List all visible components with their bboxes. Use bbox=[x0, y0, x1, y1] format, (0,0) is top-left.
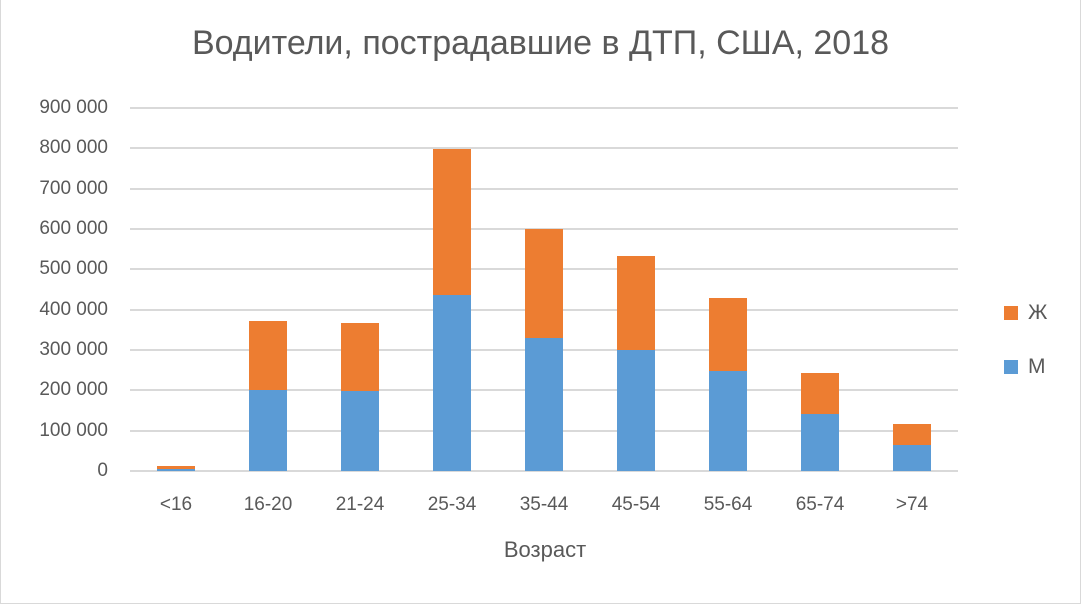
gridline bbox=[130, 147, 958, 150]
y-tick-label: 300 000 bbox=[39, 339, 108, 360]
legend-label: Ж bbox=[1028, 301, 1048, 324]
x-tick-label: 21-24 bbox=[335, 494, 385, 515]
legend-item: Ж bbox=[1004, 298, 1047, 328]
bar-segment-female bbox=[525, 229, 563, 338]
x-tick-label: 55-64 bbox=[703, 494, 753, 515]
bar-segment-female bbox=[617, 256, 655, 350]
y-tick-label: 900 000 bbox=[39, 97, 108, 118]
bar-segment-male bbox=[157, 468, 195, 471]
bar-segment-male bbox=[617, 349, 655, 471]
y-tick-label: 100 000 bbox=[39, 419, 108, 441]
chart-title: Водители, пострадавшие в ДТП, США, 2018 bbox=[191, 24, 890, 62]
legend-swatch-icon bbox=[1004, 360, 1018, 374]
legend-swatch-icon bbox=[1004, 306, 1018, 320]
gridline bbox=[130, 470, 958, 472]
bar-<16 bbox=[157, 466, 195, 471]
y-tick-label: 500 000 bbox=[39, 258, 108, 280]
bar-35-44 bbox=[525, 229, 563, 471]
bar->74 bbox=[893, 423, 931, 471]
bar-segment-female bbox=[433, 149, 471, 296]
legend-item: М bbox=[1004, 352, 1047, 382]
bar-16-20 bbox=[249, 320, 287, 471]
y-tick-label: 400 000 bbox=[39, 298, 108, 320]
bar-segment-male bbox=[525, 337, 563, 471]
y-tick-label: 0 bbox=[97, 460, 108, 481]
bar-segment-male bbox=[893, 444, 931, 471]
x-tick-label: 65-74 bbox=[795, 494, 845, 515]
bar-segment-female bbox=[341, 322, 379, 392]
bar-segment-female bbox=[709, 297, 747, 371]
y-tick-label: 800 000 bbox=[39, 137, 108, 159]
x-tick-label: 25-34 bbox=[427, 494, 477, 515]
bar-segment-male bbox=[433, 295, 471, 471]
bar-segment-female bbox=[249, 320, 287, 390]
bar-segment-female bbox=[801, 372, 839, 415]
bar-segment-male bbox=[341, 391, 379, 471]
x-tick-label: 35-44 bbox=[519, 494, 569, 515]
legend-label: М bbox=[1028, 355, 1046, 378]
y-tick-label: 200 000 bbox=[39, 379, 108, 401]
x-tick-label: >74 bbox=[895, 494, 929, 515]
bar-25-34 bbox=[433, 149, 471, 471]
bar-45-54 bbox=[617, 256, 655, 471]
bar-55-64 bbox=[709, 297, 747, 471]
gridline bbox=[130, 107, 958, 109]
y-tick-label: 600 000 bbox=[39, 218, 108, 239]
x-tick-label: <16 bbox=[159, 494, 193, 515]
bar-segment-male bbox=[249, 389, 287, 471]
bar-21-24 bbox=[341, 322, 379, 471]
bar-65-74 bbox=[801, 372, 839, 471]
x-tick-label: 45-54 bbox=[611, 494, 661, 515]
x-tick-label: 16-20 bbox=[243, 494, 293, 515]
bar-segment-female bbox=[893, 423, 931, 445]
bar-segment-male bbox=[801, 414, 839, 471]
gridline bbox=[130, 187, 958, 190]
bar-segment-female bbox=[157, 466, 195, 469]
x-axis-label: Возраст bbox=[503, 537, 587, 562]
bar-segment-male bbox=[709, 370, 747, 471]
y-tick-label: 700 000 bbox=[39, 177, 108, 199]
